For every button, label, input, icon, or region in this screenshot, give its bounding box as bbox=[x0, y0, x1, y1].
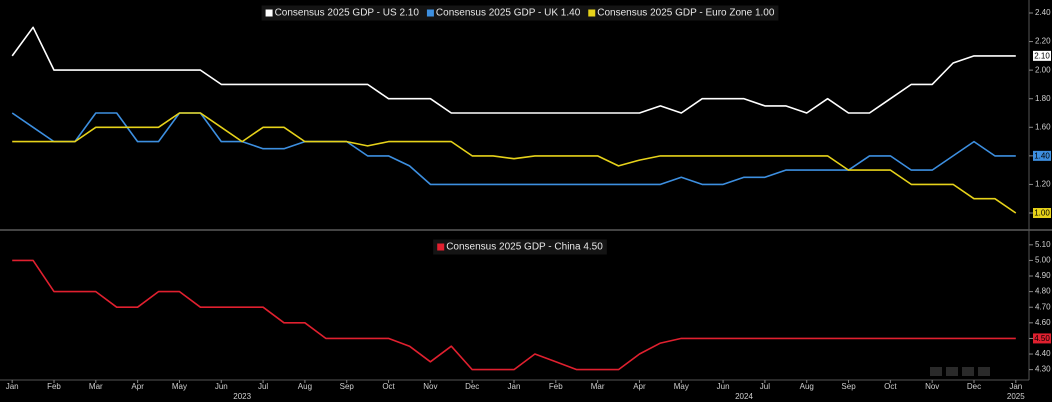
legend-background bbox=[433, 239, 607, 255]
legend-swatch bbox=[588, 9, 596, 17]
last-value-label: 1.40 bbox=[1034, 151, 1050, 160]
last-value-label: 2.10 bbox=[1034, 51, 1050, 60]
x-tick-label: May bbox=[674, 382, 689, 391]
y-tick-label: 4.40 bbox=[1035, 349, 1051, 358]
x-tick-label: Nov bbox=[423, 382, 437, 391]
x-tick-label: Jan bbox=[508, 382, 521, 391]
x-tick-label: Jan bbox=[1009, 382, 1022, 391]
y-tick-label: 4.70 bbox=[1035, 302, 1051, 311]
legend-label: Consensus 2025 GDP - Euro Zone 1.00 bbox=[597, 8, 775, 19]
x-tick-label: Feb bbox=[47, 382, 61, 391]
y-tick-label: 2.00 bbox=[1035, 65, 1051, 74]
legend-swatch bbox=[426, 9, 434, 17]
y-tick-label: 2.40 bbox=[1035, 8, 1051, 17]
y-tick-label: 1.80 bbox=[1035, 94, 1051, 103]
y-tick-label: 1.60 bbox=[1035, 122, 1051, 131]
series-line bbox=[12, 112, 1017, 214]
x-tick-label: Oct bbox=[382, 382, 395, 391]
x-tick-label: Apr bbox=[633, 382, 646, 391]
y-tick-label: 4.90 bbox=[1035, 271, 1051, 280]
legend-label: Consensus 2025 GDP - China 4.50 bbox=[446, 242, 603, 253]
last-value-badge bbox=[1033, 333, 1051, 344]
x-tick-label: Dec bbox=[967, 382, 981, 391]
x-tick-label: Jun bbox=[717, 382, 730, 391]
series-line bbox=[11, 26, 1016, 114]
legend-swatch bbox=[437, 243, 445, 251]
x-tick-label: Feb bbox=[549, 382, 563, 391]
tool-icon[interactable] bbox=[946, 367, 958, 376]
x-tick-label: Nov bbox=[925, 382, 939, 391]
tool-icon[interactable] bbox=[930, 367, 942, 376]
toolbar bbox=[930, 367, 990, 376]
y-tick-label: 4.30 bbox=[1035, 365, 1051, 374]
legend-label: Consensus 2025 GDP - US 2.10 bbox=[275, 8, 420, 19]
x-tick-label: Jun bbox=[215, 382, 228, 391]
x-year-label: 2023 bbox=[233, 392, 251, 401]
y-tick-label: 1.20 bbox=[1035, 180, 1051, 189]
x-tick-label: Sep bbox=[340, 382, 355, 391]
x-tick-label: Sep bbox=[841, 382, 856, 391]
x-tick-label: Mar bbox=[591, 382, 605, 391]
x-tick-label: Jul bbox=[258, 382, 268, 391]
last-value-label: 4.50 bbox=[1034, 334, 1050, 343]
x-tick-label: Dec bbox=[465, 382, 479, 391]
x-tick-label: Apr bbox=[131, 382, 144, 391]
x-year-label: 2024 bbox=[735, 392, 753, 401]
y-tick-label: 2.20 bbox=[1035, 37, 1051, 46]
legend-swatch bbox=[265, 9, 273, 17]
x-tick-label: Mar bbox=[89, 382, 103, 391]
y-tick-label: 5.00 bbox=[1035, 256, 1051, 265]
y-tick-label: 4.60 bbox=[1035, 318, 1051, 327]
tool-icon[interactable] bbox=[978, 367, 990, 376]
x-tick-label: Aug bbox=[800, 382, 814, 391]
legend-label: Consensus 2025 GDP - UK 1.40 bbox=[436, 8, 581, 19]
legend-background bbox=[261, 5, 779, 21]
x-tick-label: May bbox=[172, 382, 187, 391]
x-tick-label: Aug bbox=[298, 382, 312, 391]
x-tick-label: Oct bbox=[884, 382, 897, 391]
legend: Consensus 2025 GDP - China 4.50 bbox=[433, 239, 607, 255]
tool-icon[interactable] bbox=[962, 367, 974, 376]
series-line bbox=[12, 259, 1016, 371]
last-value-badge bbox=[1033, 50, 1051, 61]
x-year-label: 2025 bbox=[1007, 392, 1025, 401]
last-value-badge bbox=[1033, 150, 1051, 161]
x-tick-label: Jul bbox=[760, 382, 770, 391]
legend: Consensus 2025 GDP - US 2.10 Consensus 20… bbox=[261, 5, 779, 21]
y-tick-label: 4.80 bbox=[1035, 287, 1051, 296]
y-tick-label: 5.10 bbox=[1035, 240, 1051, 249]
x-tick-label: Jan bbox=[6, 382, 19, 391]
last-value-label: 1.00 bbox=[1034, 209, 1050, 218]
last-value-badge bbox=[1033, 208, 1051, 218]
